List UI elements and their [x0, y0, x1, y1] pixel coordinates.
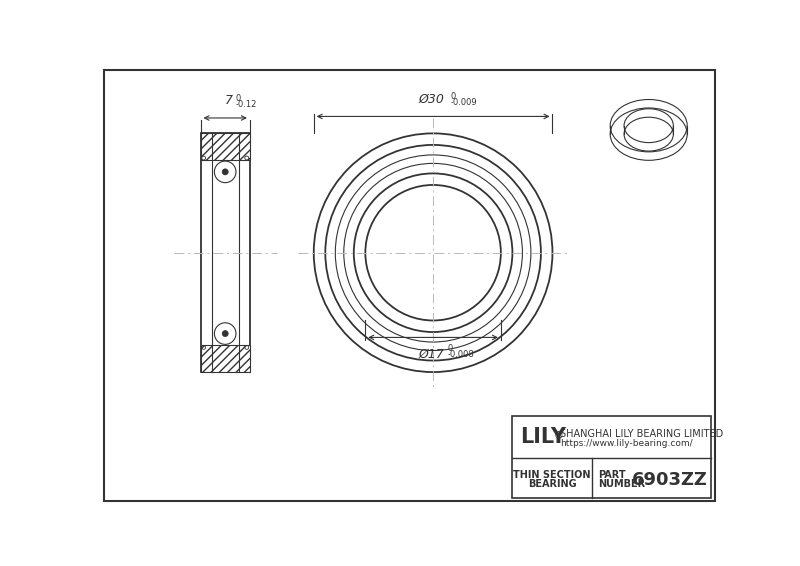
Text: https://www.lily-bearing.com/: https://www.lily-bearing.com/ — [560, 439, 693, 448]
Text: 7: 7 — [225, 94, 233, 107]
Text: SHANGHAI LILY BEARING LIMITED: SHANGHAI LILY BEARING LIMITED — [560, 429, 723, 439]
Text: Ø17: Ø17 — [418, 348, 445, 361]
Text: -0.009: -0.009 — [451, 98, 478, 107]
Text: 0: 0 — [448, 344, 453, 353]
Text: THIN SECTION: THIN SECTION — [514, 470, 591, 480]
Text: -0.008: -0.008 — [448, 350, 474, 359]
Circle shape — [222, 169, 228, 175]
Bar — [201, 134, 250, 160]
Text: LILY: LILY — [520, 427, 566, 447]
Text: PART: PART — [598, 470, 626, 480]
Bar — [201, 345, 250, 372]
Bar — [201, 134, 250, 372]
Bar — [513, 416, 711, 498]
Text: NUMBER: NUMBER — [598, 479, 645, 489]
Text: Ø30: Ø30 — [418, 93, 445, 106]
Text: 6903ZZ: 6903ZZ — [631, 470, 707, 488]
Text: 0: 0 — [236, 93, 242, 102]
Text: -0.12: -0.12 — [236, 100, 258, 109]
Circle shape — [222, 331, 228, 337]
Bar — [201, 345, 250, 372]
Text: BEARING: BEARING — [528, 479, 577, 489]
Text: ®: ® — [554, 431, 564, 441]
Text: 0: 0 — [451, 92, 456, 101]
Bar — [201, 134, 250, 160]
